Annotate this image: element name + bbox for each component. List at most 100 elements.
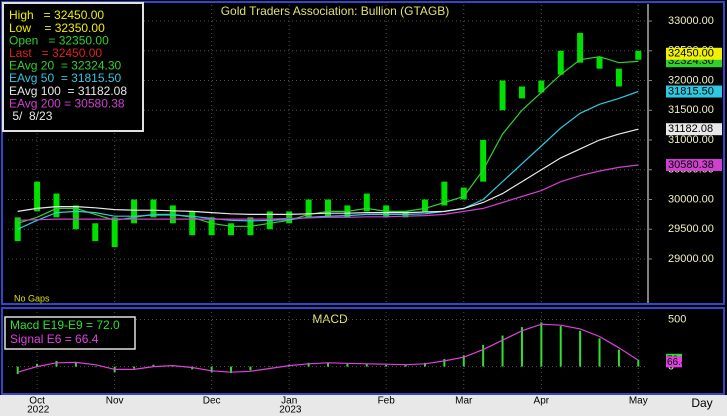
price-bar (635, 50, 642, 60)
macd-bar (230, 366, 233, 374)
macd-bar (74, 362, 77, 367)
macd-bar (55, 360, 58, 367)
macd-bar (268, 366, 271, 368)
last-price-label: 32450.00 (668, 48, 714, 60)
year-label: 2022 (27, 405, 50, 416)
macd-bar (462, 355, 465, 367)
macd-bar (307, 362, 310, 367)
macd-bar (482, 344, 485, 367)
last-value-label: 66.4 (667, 357, 687, 368)
price-bar (325, 199, 331, 218)
x-tick-label: Mar (455, 396, 473, 407)
legend-entry: Macd E19-E9 = 72.0 (10, 318, 120, 332)
macd-bar (249, 366, 252, 371)
macd-bar (16, 366, 19, 375)
price-bar (538, 80, 545, 93)
x-tick-label: Dec (203, 396, 221, 407)
price-bar (480, 140, 487, 182)
macd-legend-box (4, 316, 136, 350)
info-line: Low = 32350.00 (9, 21, 105, 35)
price-bar (111, 217, 118, 248)
macd-bar (327, 362, 329, 367)
macd-bar (365, 363, 368, 367)
macd-bar (404, 364, 407, 367)
legend-entry: Signal E6 = 66.4 (10, 332, 99, 346)
macd-bar (423, 362, 426, 367)
price-bar (14, 217, 21, 242)
ema-line (17, 90, 639, 230)
price-bar (189, 211, 196, 236)
x-tick-label: Oct (29, 396, 45, 407)
y-tick-label: 32000.00 (668, 74, 714, 86)
y-tick-label: 29000.00 (668, 253, 714, 265)
macd-bar (617, 349, 620, 367)
info-line: EAvg 200 = 30580.38 (9, 96, 125, 110)
price-bar (150, 199, 157, 218)
x-tick-label: Feb (378, 396, 396, 407)
info-line: 5/ 8/23 (9, 109, 53, 123)
macd-bar (36, 363, 39, 367)
price-bar (518, 86, 525, 99)
price-bar (305, 199, 312, 218)
macd-bar (559, 326, 562, 367)
price-bar (34, 181, 41, 212)
info-box (2, 2, 144, 132)
last-value-box (666, 356, 682, 368)
price-bar (92, 223, 99, 242)
last-value-label-box (666, 123, 722, 136)
y-tick-label: 29500.00 (668, 223, 714, 235)
info-line: EAvg 100 = 31182.08 (9, 84, 127, 98)
info-line: Last = 32450.00 (9, 46, 102, 60)
y-tick-label: 31500.00 (668, 104, 714, 116)
macd-bar (637, 359, 640, 367)
info-line: High = 32450.00 (9, 8, 104, 22)
macd-bar (346, 363, 349, 367)
y-tick-label: 31000.00 (668, 134, 714, 146)
price-bar (72, 205, 79, 230)
info-line: EAvg 20 = 32324.30 (9, 59, 122, 73)
macd-bar (443, 359, 446, 367)
macd-bar (94, 366, 97, 368)
chart-title: Gold Traders Association: Bullion (GTAGB… (221, 4, 450, 18)
last-value-label: 31182.08 (668, 123, 713, 135)
x-tick-label: Nov (106, 396, 124, 407)
price-bar (557, 50, 564, 75)
price-bar (615, 68, 622, 87)
x-tick-label: May (629, 396, 648, 407)
price-bar (208, 217, 215, 236)
last-value-label: 31815.50 (668, 85, 714, 97)
signal-line (17, 323, 639, 373)
macd-bar (540, 322, 543, 367)
x-unit: Day (691, 396, 712, 410)
macd-bar (385, 364, 388, 367)
macd-bar (501, 335, 504, 367)
price-bar (460, 187, 467, 200)
price-bar (363, 193, 370, 212)
time-axis (0, 395, 727, 416)
last-value-label-box (666, 158, 722, 171)
macd-bar (152, 364, 155, 367)
note: No Gaps (14, 293, 50, 303)
ema-line (17, 164, 639, 221)
last-value-label: 30580.38 (668, 159, 714, 171)
price-bar (53, 193, 60, 218)
ema-line (17, 128, 639, 215)
price-bar (441, 181, 448, 206)
macd-bar (598, 338, 601, 367)
y-tick-label: 30000.00 (668, 193, 714, 205)
price-bar (577, 32, 584, 63)
macd-bar (210, 366, 213, 373)
y-tick-label: 33000.00 (668, 15, 714, 27)
price-panel (1, 1, 725, 305)
macd-bar (133, 366, 136, 369)
info-line: EAvg 50 = 31815.50 (9, 71, 122, 85)
price-bar (131, 199, 138, 224)
year-label: 2023 (279, 405, 302, 416)
price-bar (596, 56, 603, 69)
last-value-label-box (666, 85, 722, 98)
price-bar (228, 223, 235, 236)
macd-bar (520, 327, 523, 367)
x-tick-label: Jan (281, 396, 297, 407)
macd-title: MACD (312, 312, 348, 326)
